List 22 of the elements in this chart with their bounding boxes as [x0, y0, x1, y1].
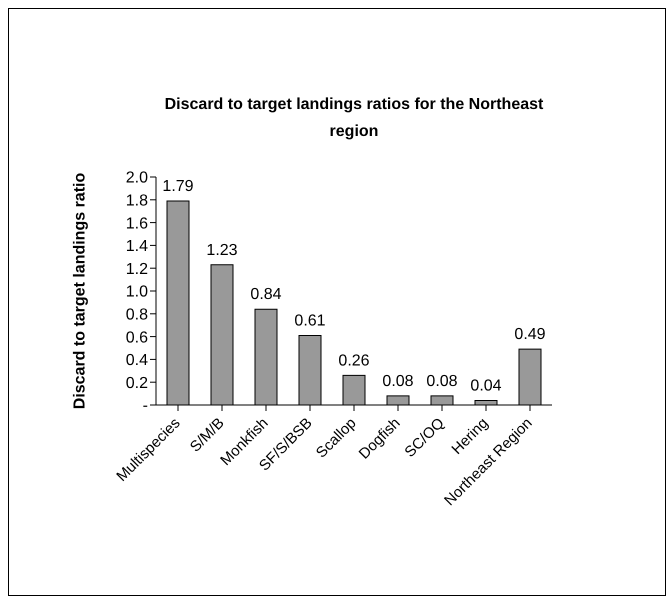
data-label: 1.79: [162, 178, 194, 195]
chart-title: Discard to target landings ratios for the Northeast region: [164, 95, 544, 142]
y-tick-label: -: [142, 398, 148, 415]
y-tick-label: 1.4: [126, 238, 148, 256]
y-tick-label: 1.8: [126, 192, 148, 210]
y-tick-label: 1.6: [126, 215, 148, 232]
data-label: 0.49: [514, 326, 546, 344]
y-tick-label: 2.0: [126, 170, 148, 187]
data-label: 0.08: [382, 372, 414, 390]
y-tick-label: 0.6: [126, 329, 148, 346]
data-label: 0.26: [338, 352, 370, 370]
data-label: 1.23: [206, 242, 238, 259]
y-tick-label: 0.4: [126, 352, 148, 370]
y-tick-label: 1.0: [126, 284, 148, 301]
y-tick-label: 1.2: [126, 260, 148, 278]
data-label: 0.84: [250, 286, 282, 304]
y-tick-label: 0.2: [126, 374, 148, 392]
data-label: 0.04: [470, 377, 502, 394]
y-axis-title: Discard to target landings ratio: [72, 172, 89, 410]
data-label: 0.08: [426, 372, 458, 390]
data-label: 0.61: [294, 312, 326, 330]
y-tick-label: 0.8: [126, 306, 148, 324]
